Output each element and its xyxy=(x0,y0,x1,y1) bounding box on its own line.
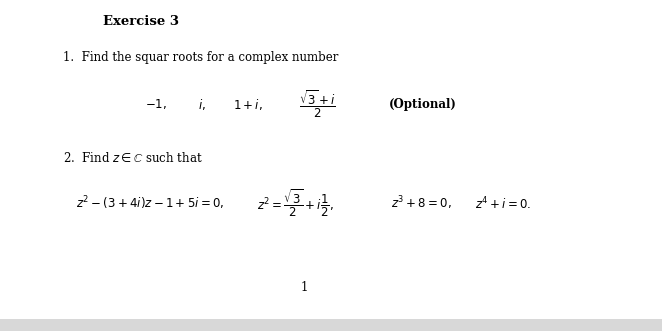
Text: $\dfrac{\sqrt{3}+i}{2}$: $\dfrac{\sqrt{3}+i}{2}$ xyxy=(299,89,336,120)
Text: 1: 1 xyxy=(301,281,308,295)
Text: $-1,$: $-1,$ xyxy=(144,97,167,111)
Text: (Optional): (Optional) xyxy=(389,98,457,111)
Text: $z^2-(3+4i)z-1+5i=0,$: $z^2-(3+4i)z-1+5i=0,$ xyxy=(76,195,224,213)
FancyBboxPatch shape xyxy=(0,319,662,331)
Text: $z^2 = \dfrac{\sqrt{3}}{2}+i\dfrac{1}{2},$: $z^2 = \dfrac{\sqrt{3}}{2}+i\dfrac{1}{2}… xyxy=(257,188,334,219)
Text: $z^3+8=0,$: $z^3+8=0,$ xyxy=(391,195,451,213)
Text: 1.  Find the squar roots for a complex number: 1. Find the squar roots for a complex nu… xyxy=(63,51,338,64)
Text: 2.  Find $z \in \mathbb{C}$ such that: 2. Find $z \in \mathbb{C}$ such that xyxy=(63,151,203,165)
Text: $1+i,$: $1+i,$ xyxy=(234,97,263,112)
Text: $z^4+i=0.$: $z^4+i=0.$ xyxy=(475,195,532,212)
Text: Exercise 3: Exercise 3 xyxy=(103,15,179,28)
Text: $i,$: $i,$ xyxy=(198,97,206,112)
